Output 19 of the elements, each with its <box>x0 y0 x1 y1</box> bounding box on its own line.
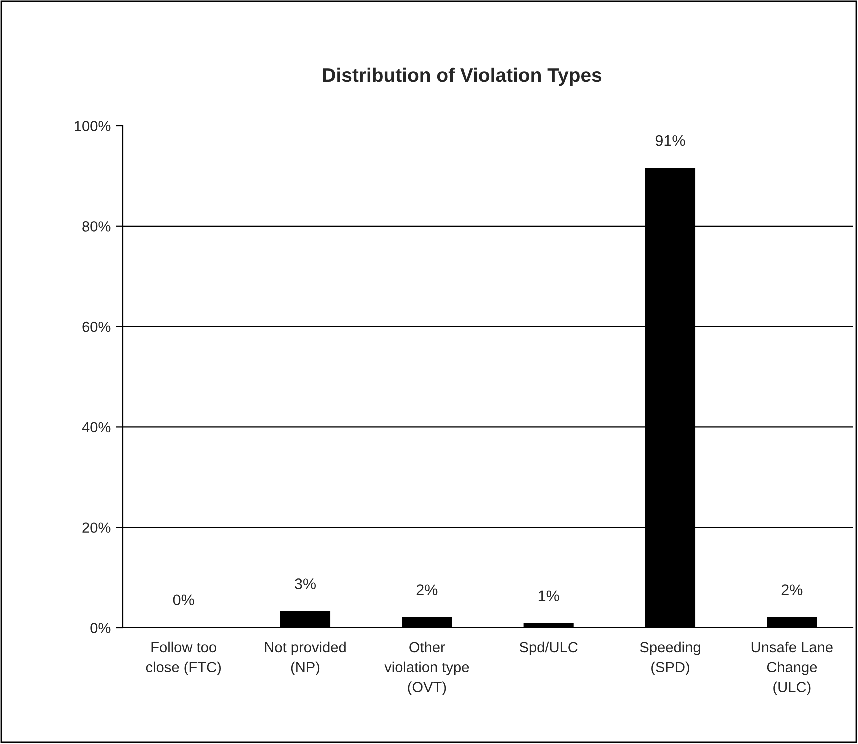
y-tick-label: 0% <box>90 623 111 634</box>
data-label: 91% <box>656 135 686 146</box>
x-tick-label: Other violation type (OVT) <box>384 642 470 696</box>
chart-title: Distribution of Violation Types <box>323 68 602 86</box>
x-tick-label: Not provided (NP) <box>265 642 346 676</box>
data-label: 2% <box>416 584 438 596</box>
y-tick-label: 60% <box>82 322 111 332</box>
x-tick-label: Spd/ULC <box>520 642 578 656</box>
data-label: 1% <box>538 590 560 602</box>
y-tick-label: 80% <box>82 222 111 232</box>
data-label: 3% <box>295 578 316 590</box>
data-label: 2% <box>782 584 803 596</box>
x-tick-label: Follow too close (FTC) <box>146 642 222 676</box>
data-label: 0% <box>173 594 194 606</box>
y-tick-label: 100% <box>75 121 111 132</box>
y-tick-label: 40% <box>82 422 111 433</box>
x-tick-label: Speeding (SPD) <box>640 642 700 676</box>
y-tick-label: 20% <box>82 522 111 534</box>
x-tick-label: Unsafe Lane Change (ULC) <box>752 642 833 696</box>
